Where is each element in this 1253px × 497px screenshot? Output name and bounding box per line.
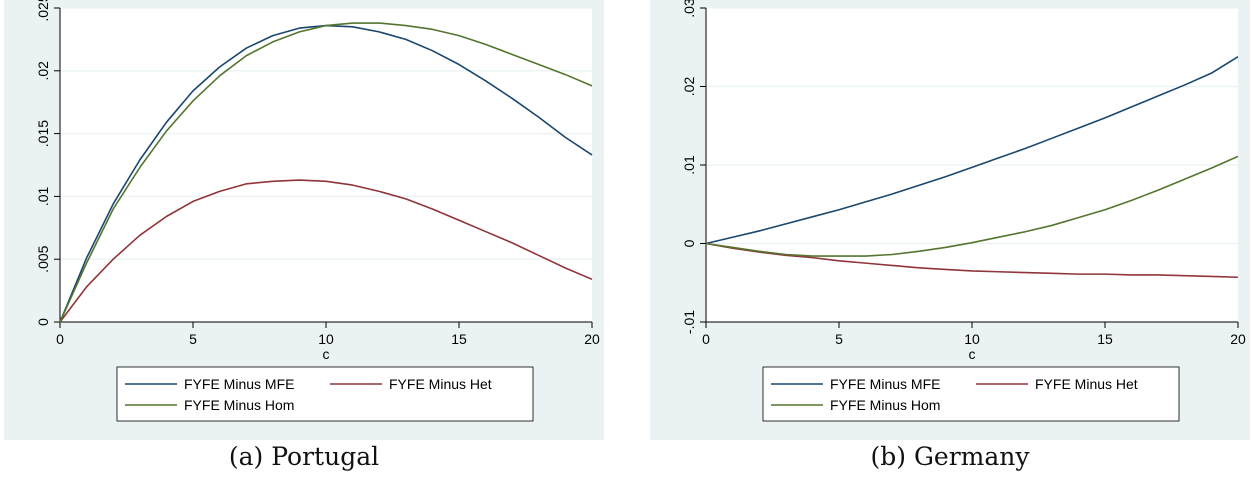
y-tick-label-4: .02	[35, 61, 51, 81]
portugal-chart: 0 .005 .01 .015 .02 .025 0 5 10 15 20 c FYFE Minus M…	[4, 0, 604, 440]
x-tick-label-1: 5	[835, 331, 843, 347]
legend-label-2: FYFE Minus Hom	[184, 397, 294, 413]
y-tick-label-0: 0	[35, 318, 51, 326]
y-tick-label-2: .01	[681, 155, 697, 175]
series-line-1	[705, 242, 1239, 279]
legend-label-1: FYFE Minus Het	[1035, 376, 1138, 392]
y-tick-label-5: .025	[35, 0, 51, 22]
series-line-2	[705, 155, 1239, 257]
legend: FYFE Minus MFE FYFE Minus Het FYFE Minus H…	[762, 366, 1180, 422]
y-tick-label-0: -.01	[681, 310, 697, 334]
y-tick-label-1: .005	[35, 245, 51, 272]
y-tick-label-4: .03	[681, 0, 697, 18]
series-line-2	[59, 22, 593, 323]
series-line-1	[59, 179, 593, 323]
y-tick-label-3: .02	[681, 77, 697, 97]
series-line-0	[705, 55, 1239, 245]
x-tick-label-2: 10	[964, 331, 980, 347]
legend-box	[762, 366, 1180, 422]
y-tick-label-3: .015	[35, 120, 51, 147]
legend-box	[116, 366, 534, 422]
legend-label-0: FYFE Minus MFE	[830, 376, 940, 392]
legend-label-2: FYFE Minus Hom	[830, 397, 940, 413]
portugal-caption: (a) Portugal	[228, 442, 380, 471]
x-tick-label-0: 0	[702, 331, 710, 347]
legend-label-0: FYFE Minus MFE	[184, 376, 294, 392]
x-tick-label-2: 10	[318, 331, 334, 347]
germany-panel: -.01 0.01.02.03 0 5 10 15 20 c FYFE Minus MFE FYF…	[650, 0, 1250, 440]
x-tick-label-0: 0	[56, 331, 64, 347]
x-tick-label-4: 20	[1230, 331, 1246, 347]
y-tick-label-2: .01	[35, 186, 51, 206]
x-tick-label-4: 20	[584, 331, 600, 347]
portugal-panel: 0 .005 .01 .015 .02 .025 0 5 10 15 20 c FYFE Minus M…	[4, 0, 604, 440]
legend-label-1: FYFE Minus Het	[389, 376, 492, 392]
x-axis-label: c	[323, 346, 330, 362]
x-tick-label-3: 15	[451, 331, 467, 347]
x-axis-label: c	[969, 346, 976, 362]
x-tick-label-1: 5	[189, 331, 197, 347]
x-tick-label-3: 15	[1097, 331, 1113, 347]
y-tick-label-1: 0	[681, 239, 697, 247]
plot-area	[60, 8, 592, 322]
germany-caption: (b) Germany	[870, 442, 1030, 471]
legend: FYFE Minus MFE FYFE Minus Het FYFE Minus H…	[116, 366, 534, 422]
